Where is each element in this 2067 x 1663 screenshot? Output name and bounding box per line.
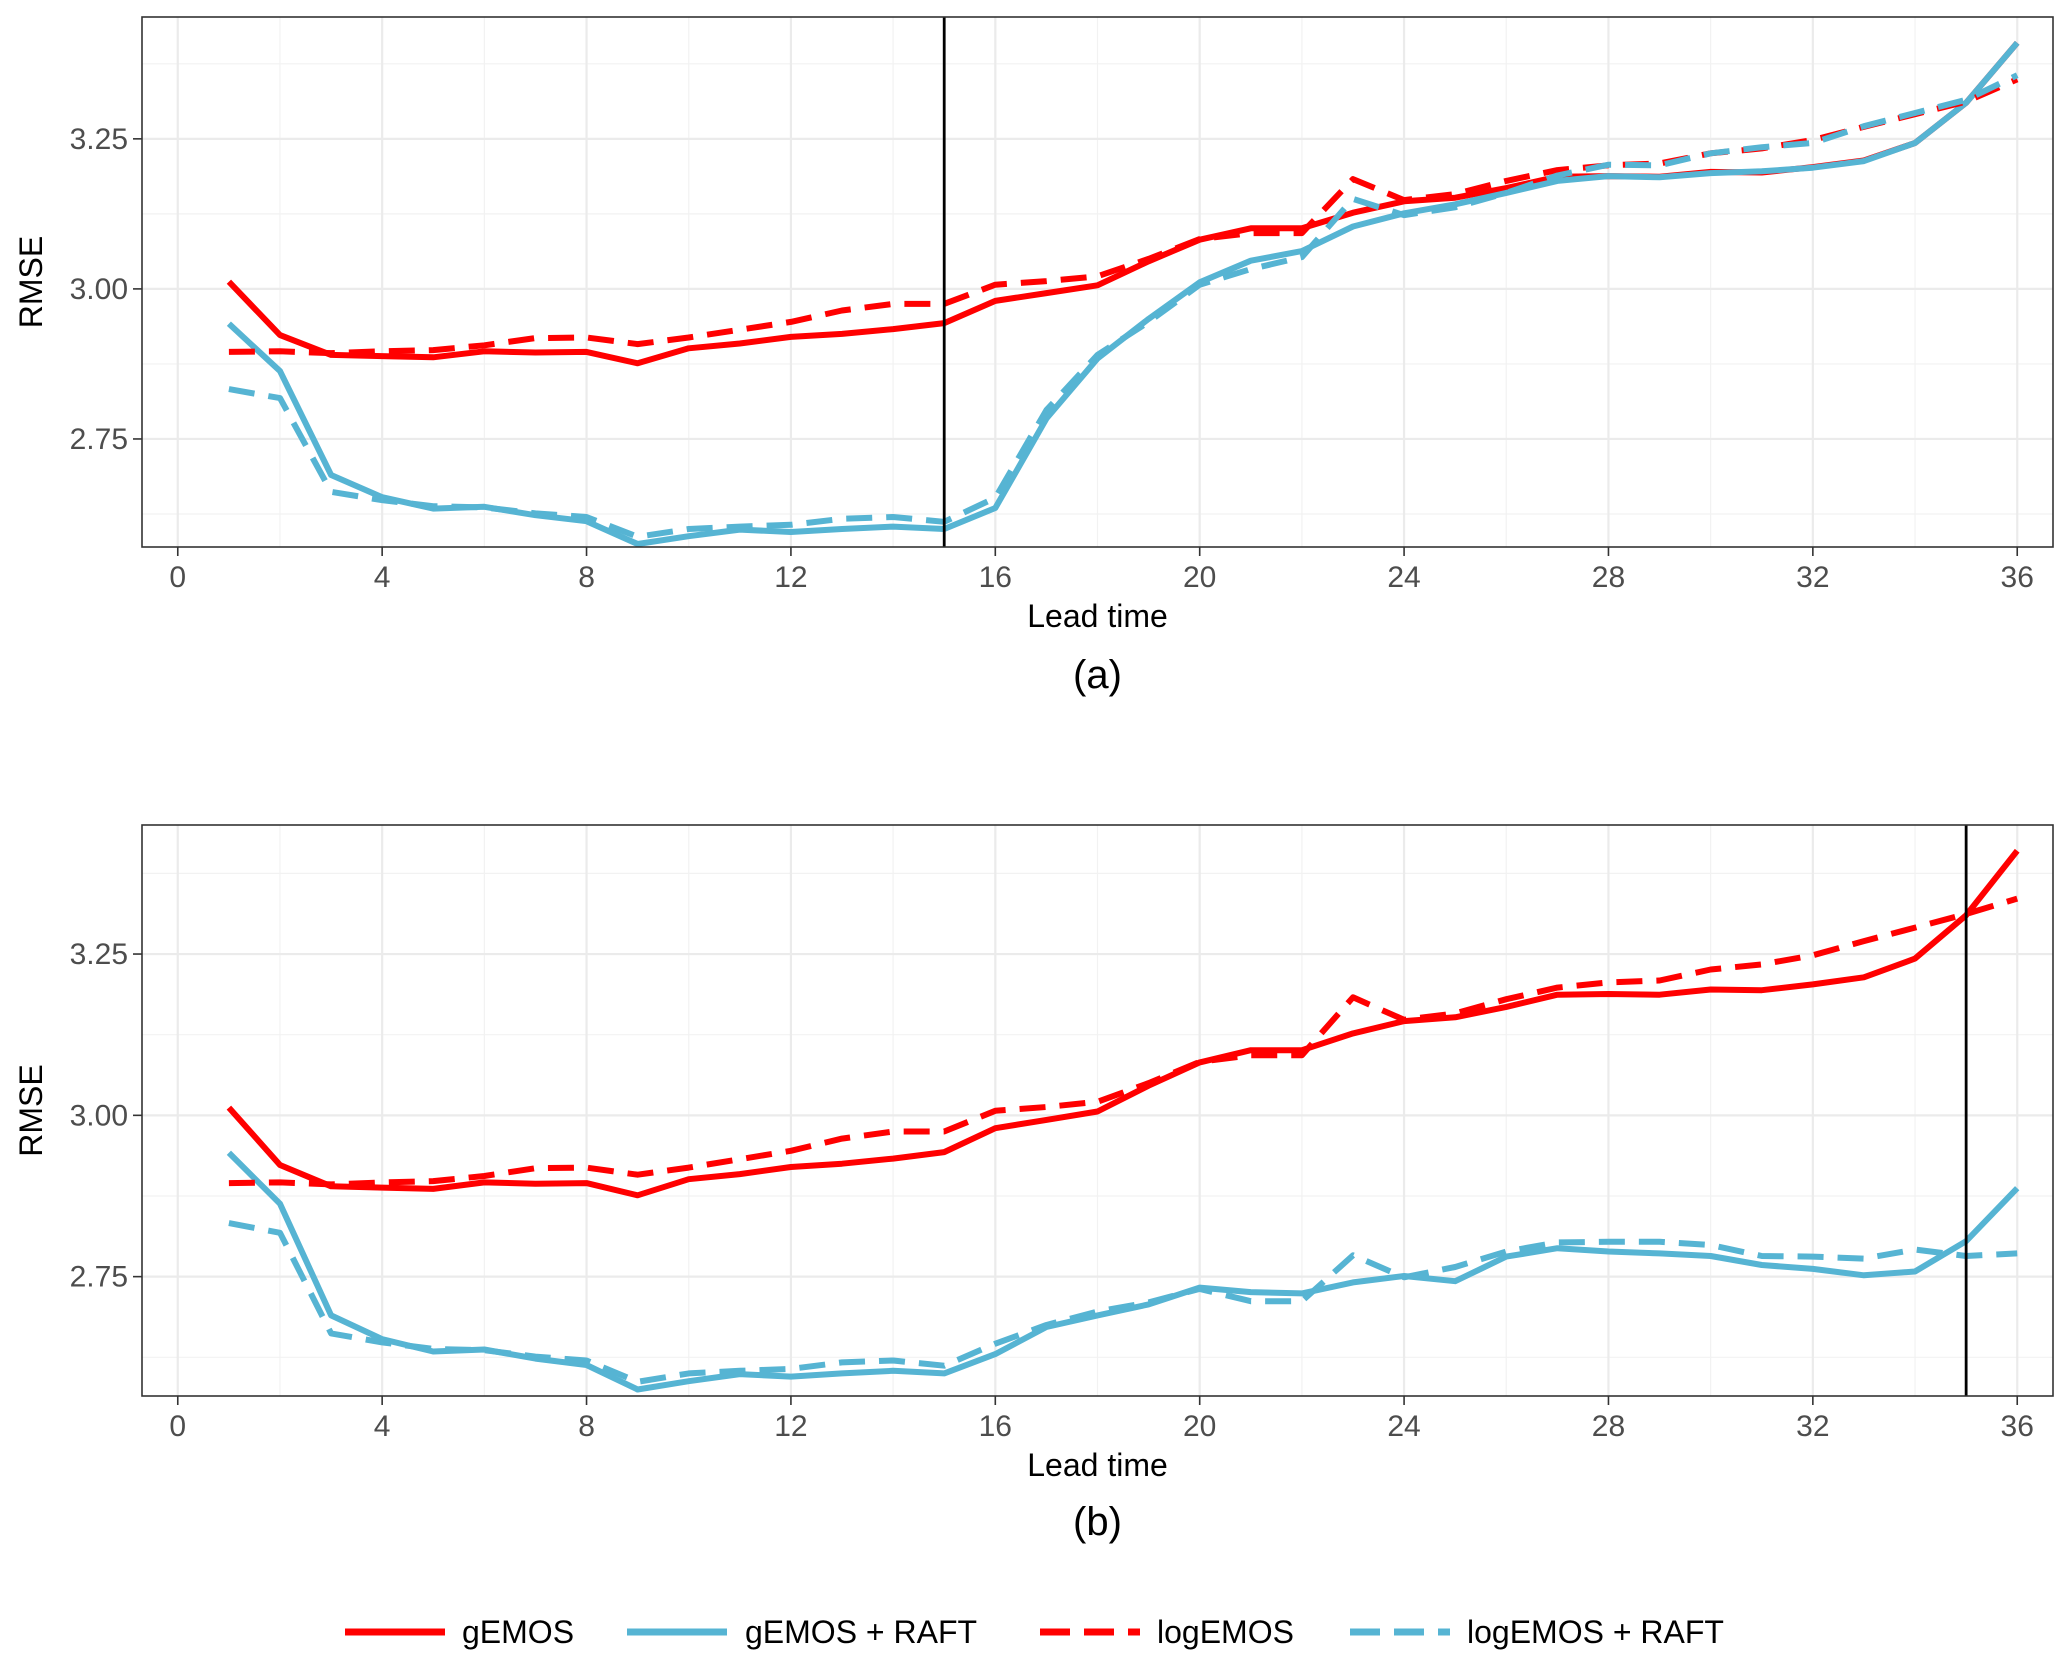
panel-a-y-tick-label: 3.25 [70, 123, 128, 156]
panel-a-x-tick-label: 32 [1796, 561, 1829, 594]
legend-label-gemos: gEMOS [462, 1614, 574, 1650]
panel-a-x-tick-label: 8 [578, 561, 595, 594]
panel-b-x-tick-label: 20 [1183, 1410, 1216, 1443]
panel-a-caption: (a) [1073, 653, 1122, 697]
panel-a-x-tick-label: 0 [169, 561, 186, 594]
panel-b-border [141, 824, 2054, 1397]
legend-label-logemos: logEMOS [1157, 1614, 1294, 1650]
panel-a-series-lines [226, 40, 2020, 547]
panel-a-x-tick-label: 28 [1592, 561, 1625, 594]
panel-a-y-axis-title: RMSE [13, 236, 49, 328]
panel-a-x-tick-label: 4 [374, 561, 391, 594]
panel-a-x-tick-label: 36 [2001, 561, 2034, 594]
legend: gEMOS gEMOS + RAFT logEMOS logEMOS + RAF… [345, 1614, 1724, 1650]
panel-a: 0 4 8 12 16 20 24 28 32 362.753.003.25 Lead time … [13, 16, 2054, 697]
legend-label-gemos-raft: gEMOS + RAFT [745, 1614, 977, 1650]
panel-a-line-logemos-raft [228, 72, 2019, 540]
panel-b-x-tick-label: 32 [1796, 1410, 1829, 1443]
panel-a-x-tick-label: 12 [774, 561, 807, 594]
panel-a-ticks: 0 4 8 12 16 20 24 28 32 36 2.75 3.00 3.25 [70, 123, 2034, 594]
panel-a-x-tick-label: 16 [979, 561, 1012, 594]
panel-b-x-axis-title: Lead time [1027, 1447, 1168, 1483]
panel-b-line-logemos-raft [228, 1220, 2018, 1385]
panel-a-x-tick-label: 20 [1183, 561, 1216, 594]
panel-b: 0 4 8 12 16 20 24 28 32 362.753.003.25 Lead time … [13, 824, 2054, 1544]
panel-b-y-tick-label: 2.75 [70, 1261, 128, 1294]
panel-a-border [141, 16, 2054, 548]
panel-a-y-tick-label: 2.75 [70, 423, 128, 456]
panel-b-x-tick-label: 16 [979, 1410, 1012, 1443]
legend-label-logemos-raft: logEMOS + RAFT [1467, 1614, 1724, 1650]
panel-b-x-tick-label: 12 [774, 1410, 807, 1443]
panel-b-x-tick-label: 24 [1387, 1410, 1420, 1443]
panel-a-x-tick-label: 24 [1387, 561, 1420, 594]
panel-b-line-gemos [226, 848, 2020, 1199]
panel-b-x-tick-label: 28 [1592, 1410, 1625, 1443]
panel-b-x-tick-label: 0 [169, 1410, 186, 1443]
panel-b-caption: (b) [1073, 1500, 1122, 1544]
panel-b-x-tick-label: 8 [578, 1410, 595, 1443]
panel-b-y-tick-label: 3.00 [70, 1099, 128, 1132]
panel-a-y-tick-label: 3.00 [70, 273, 128, 306]
panel-b-series-lines [226, 848, 2020, 1393]
panel-b-x-tick-label: 36 [2001, 1410, 2034, 1443]
panel-b-y-tick-label: 3.25 [70, 938, 128, 971]
panel-a-x-axis-title: Lead time [1027, 598, 1168, 634]
panel-b-line-logemos [228, 895, 2019, 1188]
panel-b-x-tick-label: 4 [374, 1410, 391, 1443]
panel-b-y-axis-title: RMSE [13, 1064, 49, 1156]
panel-b-gridlines [142, 825, 2053, 1396]
panel-b-ticks: 0 4 8 12 16 20 24 28 32 36 2.75 3.00 3.25 [70, 938, 2034, 1443]
